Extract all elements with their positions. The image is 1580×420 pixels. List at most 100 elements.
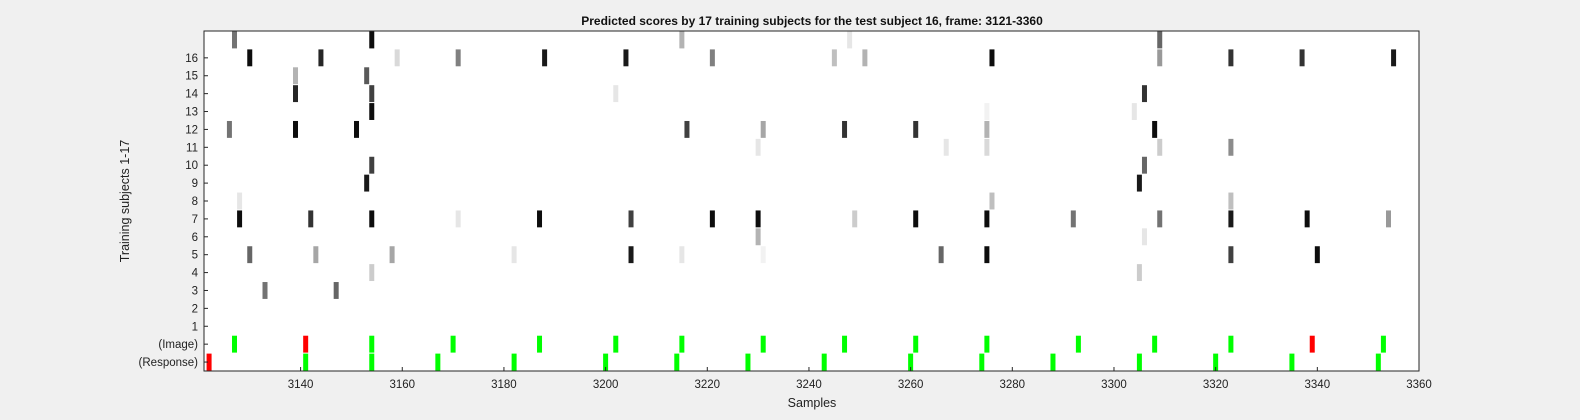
x-axis-label: Samples [788, 396, 837, 410]
x-tick-label: 3180 [491, 379, 517, 391]
x-tick-label: 3340 [1305, 379, 1331, 391]
image-event-marker [1152, 335, 1158, 353]
score-cell [913, 210, 919, 228]
score-cell [1304, 210, 1310, 228]
score-cell [842, 120, 848, 138]
image-event-marker [1309, 335, 1315, 353]
score-cell [1157, 138, 1163, 156]
score-cell [369, 31, 375, 49]
score-cell [333, 282, 339, 299]
y-tick-label: 14 [185, 89, 198, 101]
score-cell [537, 210, 543, 228]
score-cell [984, 120, 990, 138]
image-event-marker [913, 335, 919, 353]
score-cell [1157, 210, 1163, 228]
image-event-marker [984, 335, 990, 353]
response-event-marker [821, 353, 827, 371]
score-cell [262, 282, 268, 299]
score-cell [755, 138, 761, 156]
x-tick-label: 3220 [694, 379, 720, 391]
image-event-marker [1228, 335, 1234, 353]
score-cell [354, 120, 360, 138]
plot-area [204, 31, 1419, 371]
score-cell [943, 138, 949, 156]
y-tick-label: 3 [192, 285, 198, 297]
score-cell [684, 120, 690, 138]
score-cell [679, 31, 685, 49]
score-cell [232, 31, 238, 49]
x-tick-label: 3300 [1101, 379, 1127, 391]
y-tick-label: 2 [192, 303, 198, 315]
score-cell [1070, 210, 1076, 228]
response-event-marker [745, 353, 751, 371]
image-event-marker [450, 335, 456, 353]
score-cell [628, 246, 634, 264]
score-cell [709, 210, 715, 228]
response-event-marker [435, 353, 441, 371]
score-cell [984, 103, 990, 120]
score-cell [613, 85, 619, 103]
score-cell [542, 49, 548, 67]
response-event-marker [1136, 353, 1142, 371]
response-event-marker [908, 353, 914, 371]
score-cell [852, 210, 858, 228]
score-cell [1385, 210, 1391, 228]
score-cell [913, 120, 919, 138]
score-cell [1131, 103, 1137, 120]
y-tick-label: 6 [192, 232, 198, 244]
x-tick-label: 3280 [1000, 379, 1026, 391]
score-cell [394, 49, 400, 67]
x-tick-label: 3320 [1203, 379, 1229, 391]
score-cell [237, 192, 243, 210]
score-cell [369, 156, 375, 174]
score-cell [364, 67, 370, 85]
score-cell [628, 210, 634, 228]
score-cell [455, 210, 461, 228]
response-event-marker [1375, 353, 1381, 371]
image-event-marker [613, 335, 619, 353]
response-event-marker [206, 353, 212, 371]
score-cell [847, 31, 853, 49]
score-cell [831, 49, 837, 67]
score-cell [984, 210, 990, 228]
x-tick-label: 3140 [288, 379, 314, 391]
response-event-marker [1289, 353, 1295, 371]
x-tick-label: 3260 [898, 379, 924, 391]
image-event-marker [232, 335, 238, 353]
score-cell [1228, 192, 1234, 210]
response-event-marker [369, 353, 375, 371]
score-cell [623, 49, 629, 67]
x-tick-label: 3240 [796, 379, 822, 391]
score-cell [511, 246, 517, 264]
y-tick-label: 12 [185, 124, 198, 136]
y-tick-label: 4 [192, 268, 199, 280]
score-cell [1228, 49, 1234, 67]
y-tick-label: 1 [192, 321, 198, 333]
score-cell [318, 49, 324, 67]
x-tick-label: 3360 [1406, 379, 1432, 391]
score-cell [389, 246, 395, 264]
y-tick-label: 11 [186, 142, 198, 154]
score-cell [989, 49, 995, 67]
image-event-marker [303, 335, 309, 353]
score-cell [1157, 49, 1163, 67]
score-cell [1391, 49, 1397, 67]
score-cell [1228, 210, 1234, 228]
image-event-marker [369, 335, 375, 353]
score-cell [237, 210, 243, 228]
y-tick-label: 15 [185, 71, 198, 83]
response-event-marker [1213, 353, 1219, 371]
score-cell [1157, 31, 1163, 49]
image-event-marker [1075, 335, 1081, 353]
y-tick-label: 7 [192, 214, 198, 226]
score-cell [247, 49, 253, 67]
x-tick-label: 3200 [593, 379, 619, 391]
y-tick-label: (Image) [158, 339, 198, 351]
response-event-marker [674, 353, 680, 371]
score-cell [1141, 228, 1147, 246]
score-cell [679, 246, 685, 264]
chart-title: Predicted scores by 17 training subjects… [581, 14, 1043, 28]
image-event-marker [537, 335, 543, 353]
score-cell [293, 85, 299, 103]
